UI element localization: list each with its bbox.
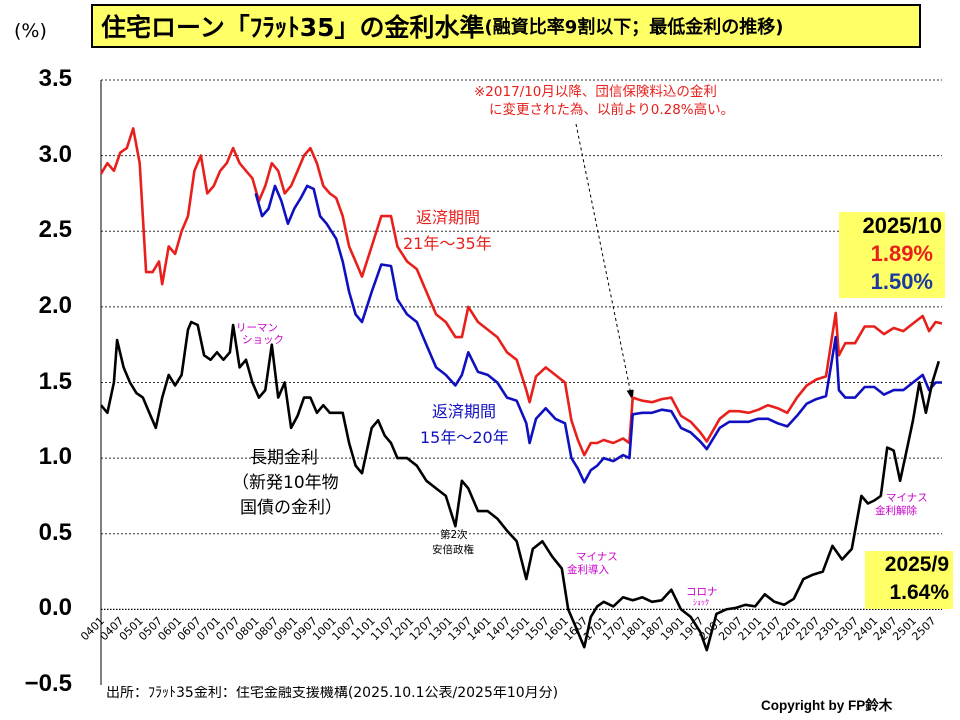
y-tick-label: 2.5 xyxy=(38,216,72,244)
flat35-latest-date: 2025/10 xyxy=(862,213,942,238)
chart-title: 住宅ローン「ﾌﾗｯﾄ35」の金利水準 xyxy=(101,13,485,42)
flat35-red-latest-value: 1.89% xyxy=(870,241,933,266)
note-line-1: ※2017/10月以降、団信保険料込の金利 xyxy=(474,84,717,100)
series-line-black xyxy=(100,320,941,652)
chart-title-box: 住宅ローン「ﾌﾗｯﾄ35」の金利水準 (融資比率9割以下；最低金利の推移) xyxy=(91,4,921,48)
minus-rate-end-annotation-line-2: 金利解除 xyxy=(875,505,917,517)
blue-series-label-line-2: 15年～20年 xyxy=(420,428,509,447)
corona-annotation-line-1: コロナ xyxy=(686,586,718,598)
y-tick-label: 3.0 xyxy=(38,140,72,168)
lehman-annotation-line-1: リーマン xyxy=(236,322,278,334)
y-axis-unit-label: (%) xyxy=(14,20,47,42)
abe-annotation-line-2: 安倍政権 xyxy=(432,544,474,556)
jgb-latest-date: 2025/9 xyxy=(884,553,949,576)
blue-series-label-line-1: 返済期間 xyxy=(432,402,497,421)
y-tick-label: 3.5 xyxy=(38,65,72,92)
flat35-latest-callout: 2025/10 1.89% 1.50% xyxy=(839,212,945,298)
jgb-latest-callout: 2025/9 1.64% xyxy=(865,551,953,609)
note-arrow-line xyxy=(575,123,632,393)
red-series-label-line-2: 21年～35年 xyxy=(403,234,492,253)
copyright-note: Copyright by FP鈴木 xyxy=(761,698,893,713)
black-series-label-line-1: 長期金利 xyxy=(250,448,318,468)
y-tick-label: 1.0 xyxy=(38,443,72,471)
minus-rate-intro-annotation-line-2: 金利導入 xyxy=(567,564,609,576)
black-series-label-line-2: （新発10年物 xyxy=(232,473,339,493)
y-tick-label: 0.5 xyxy=(38,518,72,546)
flat35-blue-latest-value: 1.50% xyxy=(870,269,933,294)
red-series-label-line-1: 返済期間 xyxy=(416,208,481,227)
series-line-blue xyxy=(254,184,942,484)
y-tick-label: 0.0 xyxy=(38,594,72,622)
y-tick-label: 1.5 xyxy=(38,367,72,395)
jgb-latest-value: 1.64% xyxy=(889,581,949,604)
y-tick-label: 2.0 xyxy=(38,291,72,319)
note-line-2: に変更された為、以前より0.28%高い。 xyxy=(489,102,735,118)
black-series-label-line-3: 国債の金利） xyxy=(240,498,342,518)
series-line-red xyxy=(99,127,943,457)
lehman-annotation-line-2: ショック xyxy=(242,334,284,346)
chart-subtitle: (融資比率9割以下；最低金利の推移) xyxy=(484,17,784,38)
abe-annotation-line-1: 第2次 xyxy=(440,529,468,541)
corona-annotation-line-2: ｼｮｯｸ xyxy=(693,598,709,607)
y-tick-label: −0.5 xyxy=(24,670,72,697)
minus-rate-intro-annotation-line-1: マイナス xyxy=(576,551,618,563)
minus-rate-end-annotation-line-1: マイナス xyxy=(886,492,928,504)
source-note: 出所：ﾌﾗｯﾄ35金利：住宅金融支援機構(2025.10.1公表/2025年10… xyxy=(106,686,559,701)
